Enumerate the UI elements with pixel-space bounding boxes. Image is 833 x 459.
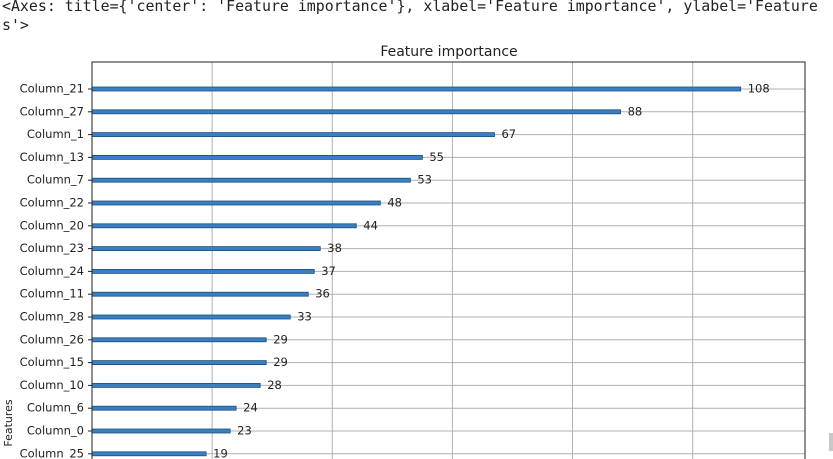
bar (91, 382, 261, 388)
value-label: 36 (315, 287, 330, 301)
bar (91, 223, 357, 229)
value-label: 29 (273, 355, 288, 369)
value-label: 37 (321, 264, 336, 278)
y-tick-label: Column_26 (20, 332, 84, 346)
bar (91, 451, 207, 457)
axes-frame (91, 61, 806, 459)
y-tick-label: Column_22 (20, 196, 84, 210)
y-tick-label: Column_21 (20, 82, 84, 96)
value-label: 48 (387, 196, 402, 210)
value-label: 108 (748, 82, 770, 96)
y-tick-label: Column_23 (20, 241, 84, 255)
bar (91, 428, 231, 434)
y-tick-label: Column_1 (27, 127, 84, 141)
value-label: 28 (267, 378, 282, 392)
value-label: 88 (628, 104, 643, 118)
bar (91, 109, 621, 115)
y-tick-label: Column_6 (27, 401, 84, 415)
bar (91, 405, 237, 411)
y-tick-label: Column_0 (27, 424, 84, 438)
bar (91, 314, 291, 320)
scrollbar (829, 433, 833, 451)
bar (91, 360, 267, 366)
y-tick-label: Column_27 (20, 104, 84, 118)
bar (91, 246, 321, 252)
chart-title: Feature importance (380, 44, 517, 60)
output-text: <Axes: title={'center': 'Feature importa… (2, 0, 818, 34)
bar (91, 337, 267, 343)
bar (91, 200, 381, 206)
y-tick-label: Column_28 (20, 310, 84, 324)
y-tick-label: Column_10 (20, 378, 84, 392)
y-axis-label: Features (2, 399, 15, 447)
bar (91, 291, 309, 297)
y-tick-label: Column_11 (20, 287, 84, 301)
value-label: 67 (501, 127, 516, 141)
value-label: 29 (273, 332, 288, 346)
value-label: 19 (213, 446, 228, 459)
y-tick-label: Column_13 (20, 150, 84, 164)
value-label: 33 (297, 310, 312, 324)
y-tick-label: Column_15 (20, 355, 84, 369)
bar (91, 86, 742, 92)
value-label: 24 (243, 401, 258, 415)
y-tick-label: Column_7 (27, 173, 84, 187)
value-label: 55 (429, 150, 444, 164)
value-label: 44 (363, 218, 378, 232)
y-tick-label: Column_25 (20, 446, 84, 459)
bar (91, 154, 423, 160)
y-tick-label: Column_24 (20, 264, 84, 278)
bar (91, 177, 411, 183)
bar (91, 268, 315, 274)
value-label: 23 (237, 424, 252, 438)
value-label: 38 (327, 241, 342, 255)
value-label: 53 (417, 173, 432, 187)
bar (91, 132, 495, 138)
y-tick-label: Column_20 (20, 218, 84, 232)
